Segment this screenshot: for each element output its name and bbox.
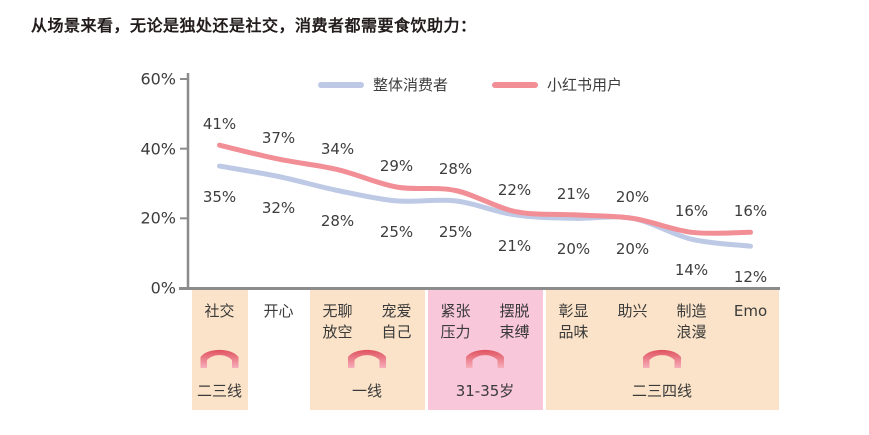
- category-label: 开心: [263, 302, 294, 320]
- category-label: 助兴: [617, 302, 648, 320]
- category-label: Emo: [733, 302, 768, 320]
- group-annotation-label: 二三四线: [631, 382, 693, 400]
- group-annotation-label: 二三线: [196, 382, 243, 400]
- data-point-label: 20%: [615, 188, 650, 207]
- data-point-label: 16%: [674, 202, 709, 221]
- data-point-label: 16%: [733, 202, 768, 221]
- group-annotation-label: 31-35岁: [455, 382, 515, 400]
- data-point-label: 22%: [497, 181, 532, 200]
- y-axis-tick-label: 40%: [140, 139, 176, 159]
- data-point-label: 25%: [438, 222, 473, 241]
- series-line-0: [217, 163, 753, 249]
- series-line-1: [217, 142, 753, 236]
- category-label: 摆脱 束缚: [499, 302, 530, 341]
- data-point-label: 25%: [379, 222, 414, 241]
- data-point-label: 21%: [556, 184, 591, 203]
- chart-legend: 整体消费者 小红书用户: [318, 74, 622, 95]
- data-point-label: 29%: [379, 156, 414, 175]
- y-axis-tick-label: 60%: [140, 69, 176, 89]
- data-point-label: 20%: [615, 240, 650, 259]
- data-point-label: 28%: [320, 212, 355, 231]
- page-title: 从场景来看，无论是独处还是社交，消费者都需要食饮助力：: [31, 16, 477, 35]
- legend-label-overall-consumers: 整体消费者: [373, 76, 449, 94]
- data-point-label: 20%: [556, 240, 591, 259]
- category-label: 制造 浪漫: [676, 302, 707, 341]
- legend-swatch-xiaohongshu-users: [492, 81, 539, 88]
- chevron-up-icon: [466, 349, 504, 368]
- data-point-label: 12%: [733, 268, 768, 287]
- category-label: 社交: [204, 302, 235, 320]
- data-point-label: 37%: [261, 129, 296, 148]
- data-point-label: 28%: [438, 160, 473, 179]
- data-point-label: 35%: [202, 188, 237, 207]
- data-point-label: 32%: [261, 198, 296, 217]
- category-label: 紧张 压力: [440, 302, 471, 341]
- category-label: 无聊 放空: [322, 302, 353, 341]
- data-point-label: 14%: [674, 261, 709, 280]
- legend-item-overall-consumers: 整体消费者: [318, 74, 448, 95]
- legend-label-xiaohongshu-users: 小红书用户: [547, 76, 623, 94]
- chevron-up-icon: [348, 349, 386, 368]
- legend-swatch-overall-consumers: [318, 81, 364, 88]
- category-label: 彰显 品味: [558, 302, 589, 341]
- legend-item-xiaohongshu-users: 小红书用户: [492, 74, 622, 95]
- group-annotation-label: 一线: [351, 382, 383, 400]
- data-point-label: 34%: [320, 139, 355, 158]
- chevron-up-icon: [643, 349, 681, 368]
- y-axis-tick-label: 20%: [140, 208, 176, 228]
- y-axis-tick-label: 0%: [150, 278, 176, 298]
- category-label: 宠爱 自己: [381, 302, 412, 341]
- data-point-label: 41%: [202, 115, 237, 134]
- chevron-up-icon: [200, 349, 239, 368]
- data-point-label: 21%: [497, 236, 532, 255]
